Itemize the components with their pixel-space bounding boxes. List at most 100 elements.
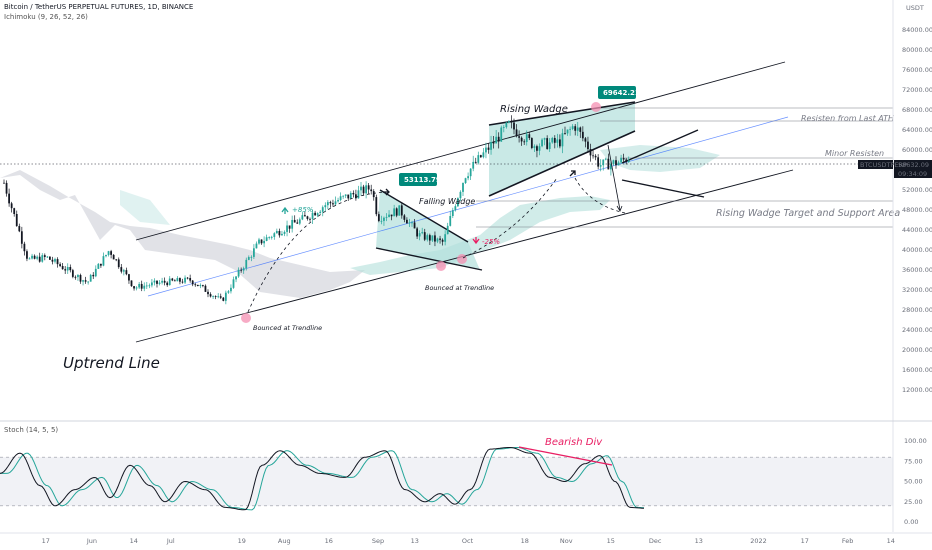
candle-body xyxy=(482,152,485,158)
candle-body xyxy=(66,267,69,271)
candle-body xyxy=(71,270,74,277)
candle-body xyxy=(352,192,355,195)
candle-body xyxy=(525,134,528,142)
candle-body xyxy=(515,129,518,137)
candle-body xyxy=(355,194,357,199)
candle-body xyxy=(462,182,464,192)
candle-body xyxy=(181,281,184,283)
candle-body xyxy=(275,230,278,234)
candle-body xyxy=(530,138,533,148)
price-tick-label: 12000.00 xyxy=(902,386,932,394)
candle-body xyxy=(518,136,520,138)
stoch-tick-label: 100.00 xyxy=(904,437,927,445)
uptrend-label: Uptrend Line xyxy=(63,354,160,372)
falling-wedge-top xyxy=(379,189,469,243)
candle-body xyxy=(79,275,82,282)
candle-body xyxy=(390,214,393,217)
candle-body xyxy=(100,263,102,266)
candle-body xyxy=(622,158,625,160)
candle-body xyxy=(291,219,294,229)
candle-body xyxy=(94,268,97,277)
time-tick-label: 16 xyxy=(325,537,333,545)
candle-body xyxy=(597,157,600,167)
candle-body xyxy=(33,255,36,259)
candle-body xyxy=(472,161,475,169)
candle-body xyxy=(541,139,543,147)
candle-body xyxy=(533,146,536,148)
candle-body xyxy=(36,256,39,259)
candle-body xyxy=(265,237,268,241)
candle-body xyxy=(278,230,281,236)
arrow-1 xyxy=(383,188,390,196)
candle-body xyxy=(421,232,424,234)
candle-body xyxy=(559,139,561,147)
candle-body xyxy=(479,155,482,158)
candle-body xyxy=(87,281,90,283)
candle-body xyxy=(138,283,141,288)
price-tick-label: 20000.00 xyxy=(902,346,932,354)
minor-res-label: Minor Resisten xyxy=(825,149,884,158)
candle-body xyxy=(179,278,181,282)
candle-body xyxy=(467,176,469,179)
candle-body xyxy=(615,160,617,166)
symbol-title: Bitcoin / TetherUS PERPETUAL FUTURES, 1D… xyxy=(4,3,194,11)
candle-body xyxy=(398,205,401,216)
candle-body xyxy=(477,155,480,163)
candle-body xyxy=(64,269,67,271)
candle-body xyxy=(574,126,577,131)
rising-wedge-top xyxy=(488,101,636,126)
candle-body xyxy=(117,259,120,268)
candle-body xyxy=(349,192,352,199)
drop-line xyxy=(607,144,621,211)
candle-body xyxy=(536,146,538,151)
target-arc xyxy=(574,177,626,214)
candle-body xyxy=(365,185,367,194)
candle-body xyxy=(523,141,526,143)
candle-body xyxy=(242,268,245,271)
currency-label: USDT xyxy=(906,4,924,12)
candle-body xyxy=(546,138,549,149)
candle-body xyxy=(413,222,416,229)
candle-body xyxy=(31,255,33,259)
candle-body xyxy=(110,251,112,255)
candle-body xyxy=(617,162,620,166)
candle-body xyxy=(451,210,454,216)
candle-body xyxy=(237,269,240,277)
high-label-2-bg xyxy=(598,86,636,99)
candle-body xyxy=(293,219,296,223)
candle-body xyxy=(362,186,365,194)
candle-body xyxy=(337,200,339,202)
candle-body xyxy=(408,222,411,224)
candle-body xyxy=(224,292,227,301)
candle-body xyxy=(388,214,390,217)
candle-body xyxy=(464,178,467,183)
time-tick-label: 17 xyxy=(42,537,50,545)
candle-body xyxy=(28,258,31,260)
candle-body xyxy=(306,216,309,219)
candle-body xyxy=(474,161,477,163)
candle-body xyxy=(599,165,602,167)
candle-body xyxy=(551,138,554,143)
symbol-tag: BTCUSDTPERP xyxy=(860,161,907,169)
candle-body xyxy=(321,207,324,212)
stoch-k-line xyxy=(0,447,644,511)
candle-body xyxy=(61,266,64,270)
price-tick-label: 48000.00 xyxy=(902,206,932,214)
candle-body xyxy=(418,233,421,237)
candle-body xyxy=(446,225,449,235)
time-tick-label: Jun xyxy=(86,537,97,545)
candle-body xyxy=(219,296,222,298)
bounce-marker xyxy=(436,261,446,271)
candle-body xyxy=(156,280,158,284)
candle-body xyxy=(125,270,128,275)
time-tick-label: Sep xyxy=(372,537,384,545)
candle-body xyxy=(469,168,472,177)
ichimoku-cloud-teal-future xyxy=(600,145,720,172)
candle-body xyxy=(214,296,217,297)
countdown-tag-bg xyxy=(894,169,932,178)
candle-body xyxy=(380,220,383,222)
candle-body xyxy=(23,243,26,252)
price-tick-label: 32000.00 xyxy=(902,286,932,294)
candle-body xyxy=(492,142,495,144)
